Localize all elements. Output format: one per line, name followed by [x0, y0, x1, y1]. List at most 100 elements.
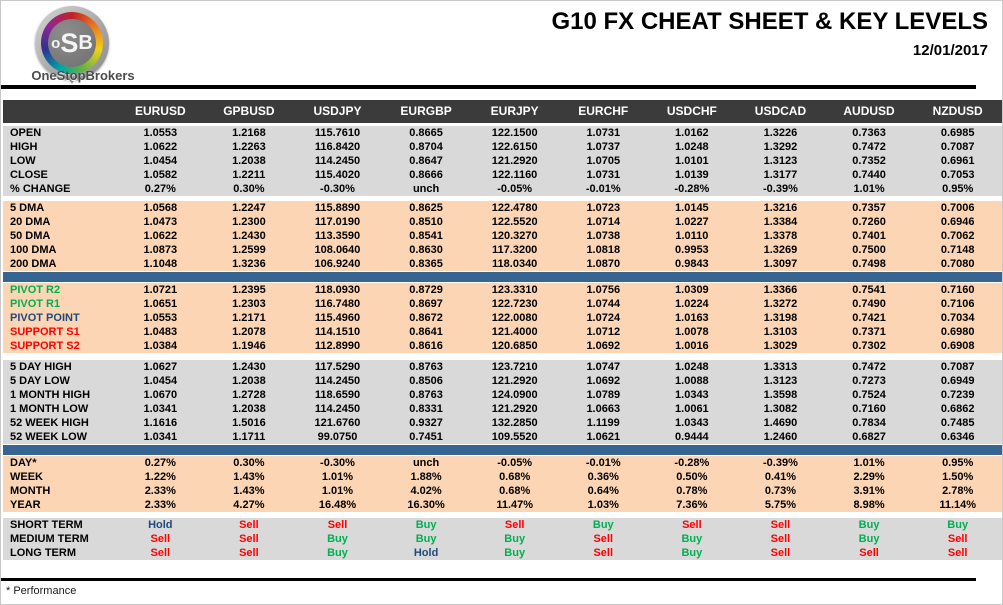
table-row: SUPPORT S2 1.0384 1.1946 112.8990 0.8616 120.… [3, 339, 1002, 353]
value-cell: 1.3378 [763, 230, 798, 242]
value-cell: 0.7302 [852, 340, 886, 352]
value-cell: 0.7371 [852, 326, 886, 338]
value-cell: 0.8510 [409, 216, 443, 228]
value-cell: 1.0692 [586, 375, 621, 387]
value-cell: 0.7260 [852, 216, 886, 228]
value-cell: 0.6961 [940, 155, 975, 167]
value-cell: 0.7053 [940, 169, 975, 181]
value-cell: 0.8763 [409, 361, 443, 373]
value-cell: 1.0343 [675, 417, 709, 429]
value-cell: 1.0714 [586, 216, 621, 228]
table-row: LONG TERM Sell Sell Buy Hold Buy Sell Buy Sell Se… [3, 546, 1002, 560]
performance-footnote: * Performance [6, 585, 77, 597]
table-row: 50 DMA 1.0622 1.2430 113.3590 0.8541 120.3270… [3, 229, 1002, 243]
value-cell: 1.0622 [143, 230, 178, 242]
value-cell: 1.3313 [763, 361, 798, 373]
value-cell: 109.5520 [491, 431, 538, 443]
value-cell: 112.8990 [314, 340, 361, 352]
value-cell: 1.3236 [232, 258, 266, 270]
report-date: 12/01/2017 [912, 42, 988, 59]
value-cell: 0.7498 [852, 258, 886, 270]
value-cell: 0.8763 [409, 389, 443, 401]
value-cell: 0.30% [233, 457, 265, 469]
value-cell: 0.50% [676, 471, 708, 483]
value-cell: 1.0873 [143, 244, 178, 256]
page-title: G10 FX CHEAT SHEET & KEY LEVELS [551, 8, 988, 35]
value-cell: 1.2038 [232, 155, 266, 167]
value-cell: 122.1160 [492, 169, 538, 181]
row-label: CLOSE [10, 169, 48, 181]
row-label: PIVOT R2 [10, 284, 61, 296]
value-cell: 0.8365 [409, 258, 443, 270]
value-cell: 0.9327 [409, 417, 443, 429]
value-cell: 0.7148 [940, 244, 975, 256]
value-cell: 1.2211 [232, 169, 266, 181]
column-header-eurgbp: EURGBP [400, 104, 452, 118]
table-row: OPEN 1.0553 1.2168 115.7610 0.8665 122.1500 1.… [3, 126, 1002, 140]
value-cell: 1.1048 [143, 258, 178, 270]
value-cell: 0.6985 [940, 127, 975, 139]
row-label: 200 DMA [10, 258, 57, 270]
value-cell: 0.7363 [852, 127, 886, 139]
value-cell: 2.33% [144, 499, 176, 511]
value-cell: 1.3226 [763, 127, 798, 139]
value-cell: 1.22% [144, 471, 176, 483]
value-cell: -0.39% [763, 183, 798, 195]
value-cell: 1.2247 [232, 202, 266, 214]
column-header-eurusd: EURUSD [134, 104, 186, 118]
value-cell: 0.8506 [409, 375, 443, 387]
value-cell: 1.0454 [143, 155, 178, 167]
value-cell: 1.1199 [586, 417, 620, 429]
value-cell: 0.68% [499, 485, 531, 497]
row-label: DAY* [10, 457, 37, 469]
value-cell: 0.27% [144, 457, 176, 469]
value-cell: 0.7006 [940, 202, 975, 214]
value-cell: 0.27% [144, 183, 176, 195]
table-row: 1 MONTH LOW 1.0341 1.2038 114.2450 0.8331 121… [3, 402, 1002, 416]
value-cell: 0.7401 [852, 230, 886, 242]
brand-name: OneStopBrokers [31, 68, 135, 83]
value-cell: 0.8630 [409, 244, 443, 256]
value-cell: 1.88% [410, 471, 442, 483]
logo-letter-s: S [60, 27, 79, 58]
row-label: HIGH [10, 141, 38, 153]
signal-cell: Buy [415, 533, 437, 545]
signal-cell: Sell [947, 533, 968, 545]
value-cell: 1.0712 [586, 326, 621, 338]
value-cell: 1.3103 [763, 326, 798, 338]
value-cell: 1.3384 [763, 216, 798, 228]
value-cell: 16.30% [407, 499, 445, 511]
value-cell: 1.0621 [586, 431, 621, 443]
value-cell: 120.3270 [491, 230, 538, 242]
value-cell: 1.0110 [675, 230, 709, 242]
value-cell: 0.7490 [852, 298, 886, 310]
value-cell: 121.4000 [491, 326, 538, 338]
row-label: LONG TERM [10, 547, 76, 559]
value-cell: 1.0692 [586, 340, 621, 352]
signal-cell: Buy [681, 533, 703, 545]
value-cell: 1.2395 [232, 284, 266, 296]
value-cell: 1.2460 [763, 431, 798, 443]
value-cell: 11.14% [939, 499, 977, 511]
value-cell: 0.6862 [940, 403, 975, 415]
value-cell: 5.75% [764, 499, 797, 511]
value-cell: 0.8672 [409, 312, 443, 324]
signal-cell: Sell [150, 533, 171, 545]
value-cell: 1.2430 [232, 230, 266, 242]
table-row: 5 DAY HIGH 1.0627 1.2430 117.5290 0.8763 123.… [3, 360, 1002, 374]
value-cell: 1.01% [321, 471, 354, 483]
column-header-eurchf: EURCHF [578, 104, 629, 118]
value-cell: 1.1616 [143, 417, 178, 429]
value-cell: 122.7230 [491, 298, 538, 310]
value-cell: 0.64% [587, 485, 619, 497]
value-cell: 0.7834 [852, 417, 886, 429]
table-row: 52 WEEK HIGH 1.1616 1.5016 121.6760 0.9327 13… [3, 416, 1002, 430]
value-cell: 7.36% [676, 499, 708, 511]
value-cell: 11.47% [496, 499, 534, 511]
table-row: 1 MONTH HIGH 1.0670 1.2728 118.6590 0.8763 12… [3, 388, 1002, 402]
row-label: 1 MONTH LOW [10, 403, 89, 415]
value-cell: 1.3272 [763, 298, 798, 310]
table-row: 200 DMA 1.1048 1.3236 106.9240 0.8365 118.034… [3, 257, 1002, 271]
